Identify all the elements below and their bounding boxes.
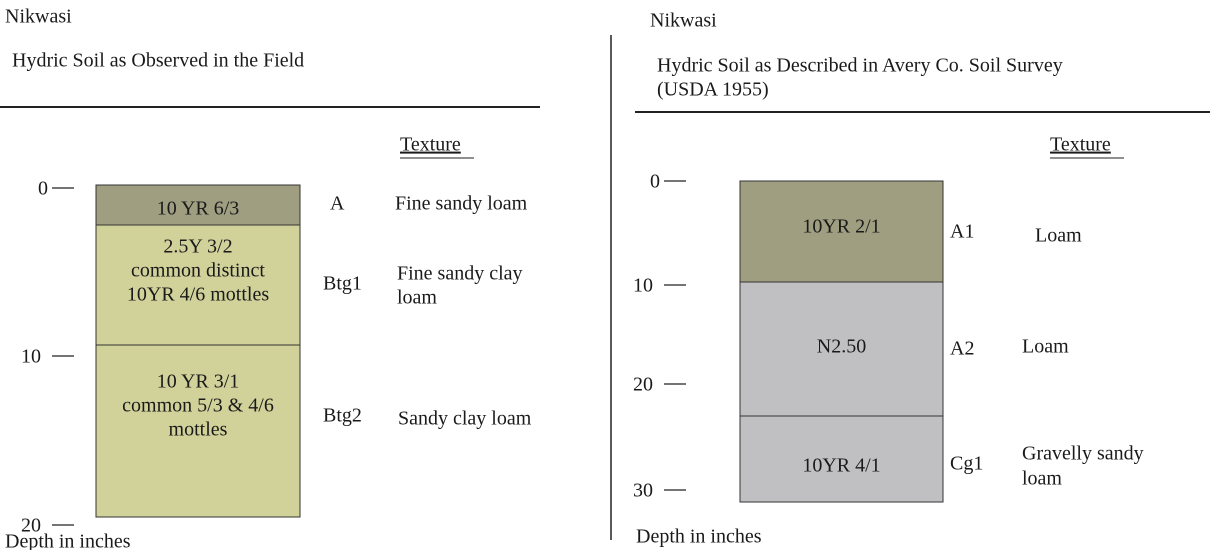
horizon <box>95 224 301 346</box>
texture-heading: Texture <box>400 134 461 156</box>
horizon-texture: loam <box>1022 468 1062 490</box>
horizon-description: 10YR 4/6 mottles <box>127 284 269 306</box>
horizon-texture: Fine sandy loam <box>395 193 528 215</box>
horizon-description: 10YR 2/1 <box>802 216 880 238</box>
depth-tick-label: 0 <box>650 171 660 193</box>
panel-subtitle: Hydric Soil as Observed in the Field <box>12 50 304 72</box>
horizon-texture: loam <box>397 287 437 309</box>
horizon-name: A2 <box>950 338 974 360</box>
panel-subtitle: Hydric Soil as Described in Avery Co. So… <box>657 55 1063 77</box>
panel-title: Nikwasi <box>650 10 717 32</box>
horizon <box>739 180 944 283</box>
horizon-name: A <box>330 193 345 215</box>
horizon-description: 10 YR 3/1 <box>157 371 240 393</box>
texture-heading: Texture <box>1050 134 1111 156</box>
horizon-name: Cg1 <box>950 453 983 475</box>
depth-tick-label: 10 <box>21 346 41 368</box>
horizon-name: A1 <box>950 221 974 243</box>
horizon-description: 2.5Y 3/2 <box>163 236 232 258</box>
horizon-name: Btg1 <box>323 273 362 295</box>
depth-label: Depth in inches <box>5 531 131 550</box>
panel-title: Nikwasi <box>5 6 72 28</box>
depth-tick-label: 20 <box>21 515 41 537</box>
horizon <box>739 281 944 417</box>
depth-tick-label: 30 <box>633 480 653 502</box>
depth-label: Depth in inches <box>636 526 762 548</box>
horizon-texture: Fine sandy clay <box>397 263 523 285</box>
horizon-description: 10YR 4/1 <box>802 455 880 477</box>
horizon <box>95 344 301 518</box>
horizon-texture: Loam <box>1035 225 1082 247</box>
depth-tick-label: 0 <box>38 178 48 200</box>
horizon-texture: Gravelly sandy <box>1022 443 1144 465</box>
horizon <box>95 184 301 226</box>
horizon-description: 10 YR 6/3 <box>157 198 240 220</box>
horizon-texture: Loam <box>1022 336 1069 358</box>
horizon-description: mottles <box>169 419 228 441</box>
horizon-description: N2.50 <box>817 336 866 358</box>
depth-tick-label: 20 <box>633 374 653 396</box>
horizon-name: Btg2 <box>323 405 362 427</box>
horizon-description: common 5/3 & 4/6 <box>122 395 274 417</box>
horizon <box>739 415 944 503</box>
panel-subtitle: (USDA 1955) <box>657 79 769 101</box>
horizon-texture: Sandy clay loam <box>398 408 532 430</box>
depth-tick-label: 10 <box>633 275 653 297</box>
horizon-description: common distinct <box>131 260 265 282</box>
